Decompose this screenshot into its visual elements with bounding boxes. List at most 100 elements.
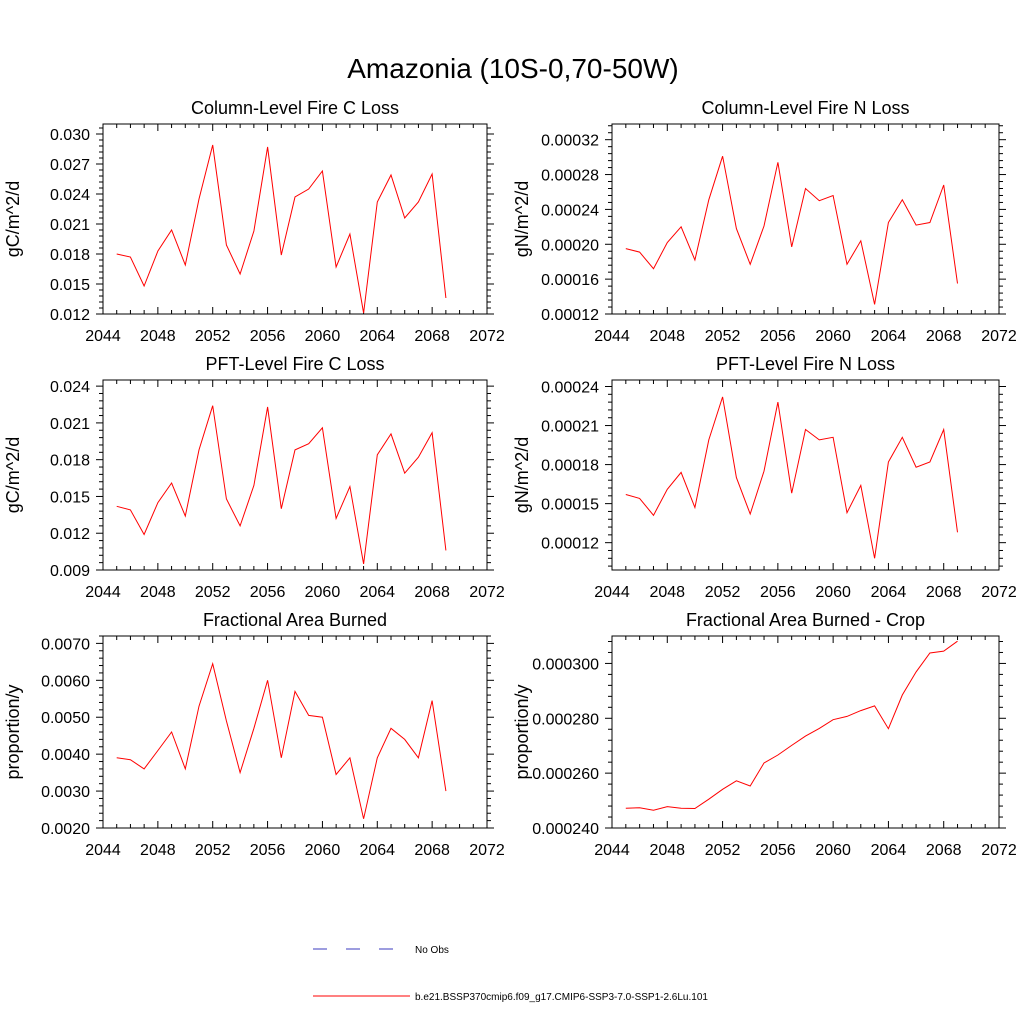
y-tick-label: 0.0030	[41, 784, 90, 801]
figure-title: Amazonia (10S-0,70-50W)	[347, 53, 678, 84]
y-tick-label: 0.00012	[541, 536, 599, 553]
series-line	[116, 661, 447, 819]
x-tick-label: 2044	[594, 842, 630, 859]
y-tick-label: 0.00021	[541, 419, 599, 436]
y-tick-label: 0.018	[50, 453, 90, 470]
y-tick-label: 0.0020	[41, 821, 90, 838]
chart-panel-5: 2044 2048 2052 2056 2060 2064 2068 2072 0.0020 0.…	[3, 610, 505, 859]
panel-title: Column-Level Fire C Loss	[191, 98, 399, 118]
y-tick-label: 0.015	[50, 489, 90, 506]
x-tick-label: 2052	[705, 584, 741, 601]
x-tick-label: 2064	[359, 328, 395, 345]
x-tick-label: 2072	[981, 584, 1017, 601]
y-tick-label: 0.00028	[541, 168, 599, 185]
x-tick-label: 2068	[414, 842, 450, 859]
x-tick-label: 2056	[250, 328, 286, 345]
series-line	[116, 405, 447, 564]
y-tick-label: 0.0060	[41, 673, 90, 690]
y-tick-label: 0.00024	[541, 202, 599, 219]
x-tick-label: 2068	[926, 328, 962, 345]
y-tick-label: 0.021	[50, 416, 90, 433]
x-tick-label: 2044	[85, 584, 121, 601]
x-tick-label: 2044	[594, 584, 630, 601]
x-tick-label: 2056	[760, 842, 796, 859]
series-line	[625, 396, 958, 559]
x-tick-label: 2052	[705, 842, 741, 859]
panel-title: Fractional Area Burned - Crop	[686, 610, 925, 630]
y-tick-label: 0.00015	[541, 497, 599, 514]
x-tick-label: 2052	[195, 842, 231, 859]
x-tick-label: 2056	[760, 584, 796, 601]
y-tick-label: 0.030	[50, 127, 90, 144]
series-line	[625, 156, 958, 305]
plot-frame	[611, 123, 1000, 315]
y-axis-label: proportion/y	[3, 684, 23, 779]
chart-panel-1: 2044 2048 2052 2056 2060 2064 2068 2072 0.012 0.0…	[3, 98, 505, 345]
legend-label-no-obs: No Obs	[415, 945, 449, 956]
x-tick-label: 2052	[195, 584, 231, 601]
x-tick-label: 2064	[871, 842, 907, 859]
y-tick-label: 0.00018	[541, 458, 599, 475]
x-tick-label: 2044	[594, 328, 630, 345]
y-tick-label: 0.021	[50, 217, 90, 234]
panel-title: PFT-Level Fire C Loss	[205, 354, 384, 374]
x-tick-label: 2048	[140, 328, 176, 345]
plot-frame	[611, 379, 1000, 571]
plot-frame	[102, 379, 488, 571]
x-tick-label: 2060	[815, 584, 851, 601]
x-tick-label: 2048	[649, 584, 685, 601]
y-tick-label: 0.009	[50, 563, 90, 580]
x-tick-label: 2072	[981, 328, 1017, 345]
y-axis-label: proportion/y	[512, 684, 532, 779]
x-tick-label: 2068	[926, 842, 962, 859]
x-tick-label: 2072	[469, 328, 505, 345]
x-tick-label: 2060	[815, 328, 851, 345]
x-tick-label: 2060	[815, 842, 851, 859]
y-axis-label: gC/m^2/d	[3, 437, 23, 513]
y-tick-label: 0.024	[50, 379, 90, 396]
y-tick-label: 0.0040	[41, 747, 90, 764]
y-tick-label: 0.00012	[541, 307, 599, 324]
panel-title: PFT-Level Fire N Loss	[716, 354, 895, 374]
y-tick-label: 0.000240	[532, 821, 599, 838]
chart-panel-4: 2044 2048 2052 2056 2060 2064 2068 2072 0.00012 0…	[512, 354, 1017, 601]
x-tick-label: 2060	[305, 584, 341, 601]
panel-title: Fractional Area Burned	[203, 610, 387, 630]
x-tick-label: 2052	[705, 328, 741, 345]
y-tick-label: 0.027	[50, 157, 90, 174]
y-tick-label: 0.0070	[41, 636, 90, 653]
y-tick-label: 0.012	[50, 526, 90, 543]
plot-frame	[102, 123, 488, 315]
panel-title: Column-Level Fire N Loss	[701, 98, 909, 118]
x-tick-label: 2044	[85, 328, 121, 345]
y-tick-label: 0.024	[50, 187, 90, 204]
x-tick-label: 2064	[871, 584, 907, 601]
chart-panel-6: 2044 2048 2052 2056 2060 2064 2068 2072 0.000240…	[512, 610, 1017, 859]
y-axis-label: gC/m^2/d	[3, 181, 23, 257]
plot-frame	[611, 635, 1000, 829]
y-tick-label: 0.00032	[541, 133, 599, 150]
x-tick-label: 2044	[85, 842, 121, 859]
chart-panel-2: 2044 2048 2052 2056 2060 2064 2068 2072 0.00012 0…	[512, 98, 1017, 345]
y-tick-label: 0.015	[50, 277, 90, 294]
series-line	[625, 640, 958, 811]
x-tick-label: 2048	[649, 328, 685, 345]
x-tick-label: 2056	[760, 328, 796, 345]
legend-label-model: b.e21.BSSP370cmip6.f09_g17.CMIP6-SSP3-7.…	[415, 992, 708, 1003]
x-tick-label: 2072	[981, 842, 1017, 859]
x-tick-label: 2064	[359, 842, 395, 859]
x-tick-label: 2048	[140, 584, 176, 601]
y-tick-label: 0.00024	[541, 380, 599, 397]
plot-frame	[102, 635, 488, 829]
x-tick-label: 2072	[469, 842, 505, 859]
x-tick-label: 2068	[414, 328, 450, 345]
x-tick-label: 2064	[359, 584, 395, 601]
y-tick-label: 0.000260	[532, 766, 599, 783]
y-tick-label: 0.00016	[541, 272, 599, 289]
y-tick-label: 0.000300	[532, 656, 599, 673]
legend: No Obs b.e21.BSSP370cmip6.f09_g17.CMIP6-…	[313, 945, 708, 1003]
y-axis-label: gN/m^2/d	[512, 181, 532, 257]
x-tick-label: 2068	[926, 584, 962, 601]
chart-panel-3: 2044 2048 2052 2056 2060 2064 2068 2072 0.009 0.0…	[3, 354, 505, 601]
